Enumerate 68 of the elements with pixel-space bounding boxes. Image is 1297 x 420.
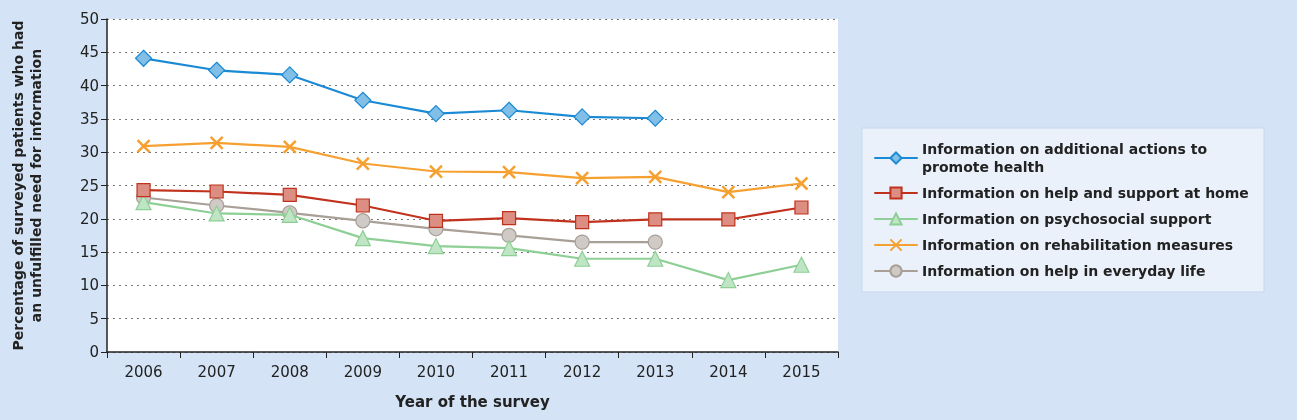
point bbox=[427, 238, 445, 255]
x-tick-label: 2015 bbox=[782, 362, 821, 381]
point bbox=[428, 213, 444, 228]
point bbox=[355, 198, 370, 213]
y-tick-label: 35 bbox=[79, 109, 99, 128]
point bbox=[209, 135, 224, 151]
x-tick-label: 2014 bbox=[709, 362, 748, 381]
point bbox=[208, 205, 225, 222]
point bbox=[501, 164, 517, 180]
y-tick-label: 10 bbox=[79, 276, 99, 295]
y-tick-label: 30 bbox=[79, 143, 99, 162]
point bbox=[794, 176, 809, 191]
point bbox=[500, 101, 518, 119]
point bbox=[281, 66, 299, 84]
point bbox=[573, 108, 591, 126]
y-tick-label: 40 bbox=[79, 76, 99, 95]
point bbox=[648, 169, 663, 185]
y-tick-label: 50 bbox=[79, 10, 99, 28]
x-axis-title: Year of the survey bbox=[394, 392, 550, 411]
point bbox=[721, 184, 736, 200]
legend-label: Information on help in everyday life bbox=[922, 263, 1206, 279]
point bbox=[647, 234, 663, 250]
point bbox=[574, 170, 590, 186]
point bbox=[721, 212, 736, 227]
x-tick-label: 2012 bbox=[563, 362, 602, 381]
point bbox=[647, 250, 664, 267]
point bbox=[282, 187, 297, 202]
point bbox=[354, 91, 372, 109]
point bbox=[574, 234, 590, 250]
y-tick-label: 5 bbox=[89, 309, 99, 328]
y-tick-label: 25 bbox=[79, 176, 99, 195]
point bbox=[427, 104, 445, 123]
legend-label: Information on additional actions to promote health bbox=[922, 141, 1212, 175]
x-tick-label: 2008 bbox=[270, 362, 309, 381]
point bbox=[500, 240, 518, 257]
point bbox=[428, 164, 444, 179]
y-tick-label: 0 bbox=[89, 343, 99, 361]
y-tick-label: 15 bbox=[79, 243, 99, 262]
x-tick-label: 2010 bbox=[416, 362, 456, 381]
point bbox=[794, 200, 809, 215]
x-tick-label: 2009 bbox=[343, 362, 382, 381]
point bbox=[574, 250, 591, 267]
x-tick-label: 2011 bbox=[489, 362, 529, 381]
point bbox=[575, 215, 590, 230]
point bbox=[355, 156, 371, 171]
point bbox=[648, 212, 663, 227]
y-tick-label: 45 bbox=[79, 43, 99, 62]
point bbox=[209, 184, 224, 199]
y-tick-label: 20 bbox=[79, 209, 99, 228]
point bbox=[646, 109, 664, 127]
x-tick-label: 2007 bbox=[197, 362, 236, 381]
point bbox=[720, 271, 737, 289]
legend-label: Information on psychosocial support bbox=[922, 211, 1212, 227]
point bbox=[354, 230, 371, 247]
point bbox=[208, 61, 226, 79]
legend-label: Information on help and support at home bbox=[922, 185, 1249, 201]
point bbox=[355, 213, 371, 229]
x-tick-label: 2006 bbox=[124, 362, 163, 381]
point bbox=[282, 139, 297, 155]
point bbox=[501, 227, 517, 244]
legend-label: Information on rehabilitation measures bbox=[922, 237, 1234, 253]
point bbox=[136, 138, 151, 154]
point bbox=[134, 49, 153, 67]
y-axis-title: Percentage of surveyed patients who had an unfulfilled need for information bbox=[10, 20, 44, 351]
point bbox=[136, 183, 151, 198]
point bbox=[793, 256, 810, 273]
x-tick-label: 2013 bbox=[636, 362, 675, 381]
point bbox=[501, 211, 517, 226]
